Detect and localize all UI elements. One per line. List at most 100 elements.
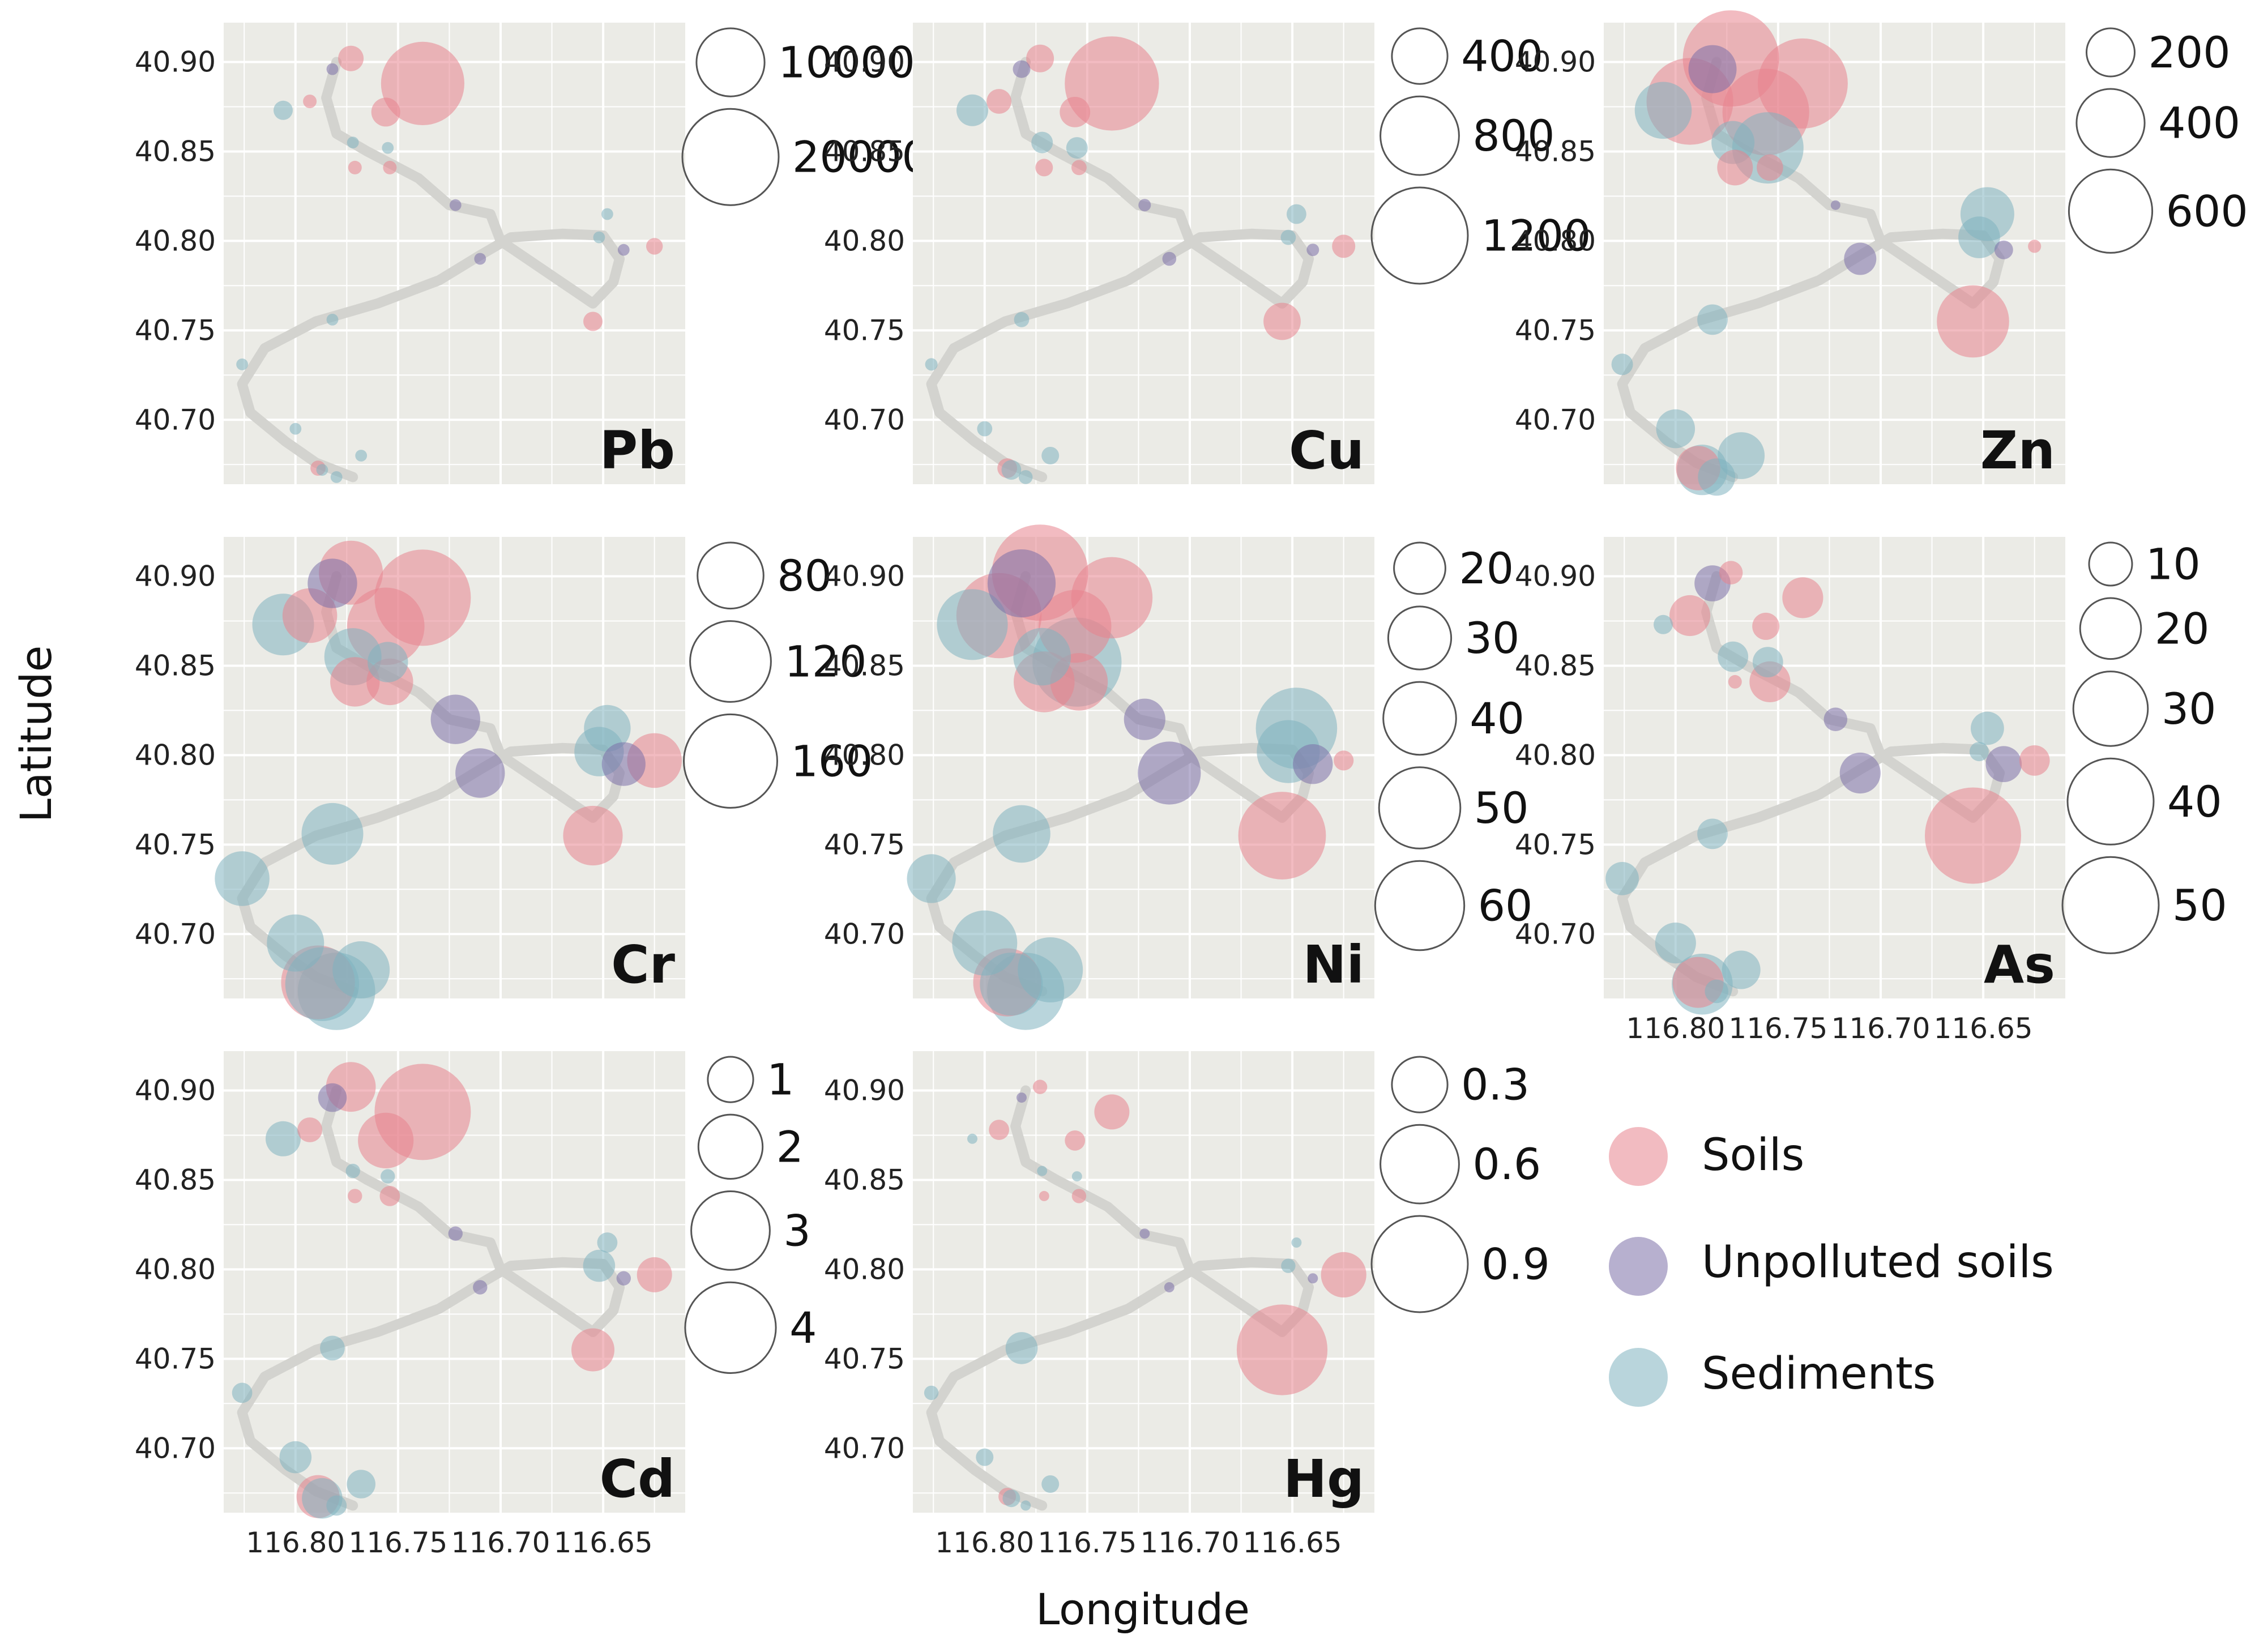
size-legend-cu: 400 800 1200 <box>1370 27 1591 285</box>
bubble-zn <box>1717 150 1753 186</box>
size-legend-label: 800 <box>1472 110 1554 161</box>
bubble-as <box>1654 614 1673 634</box>
size-legend-circle <box>1393 541 1446 595</box>
size-legend-circle <box>1374 860 1466 951</box>
size-legend-label: 80 <box>777 550 832 601</box>
size-legend-cd: 1 2 3 4 <box>684 1055 817 1374</box>
bubble-pb <box>381 41 465 126</box>
bubble-pb <box>316 464 328 476</box>
size-legend-circle <box>697 541 765 610</box>
bubble-as <box>1655 923 1696 964</box>
bubble-pb <box>289 422 302 435</box>
panel-zn: 40.70 40.75 40.80 40.85 40.90 Zn 200 400 600 <box>1515 10 2248 496</box>
bubble-pb <box>274 100 293 120</box>
y-tick-label: 40.70 <box>1515 917 1596 950</box>
bubble-cr <box>601 742 646 786</box>
bubble-zn <box>1697 304 1728 335</box>
legend-label-unpolluted-soils: Unpolluted soils <box>1702 1237 2054 1288</box>
bubble-cd <box>266 1121 301 1156</box>
size-legend-circle <box>2068 168 2154 254</box>
bubble-pb <box>474 253 486 265</box>
size-legend-label: 2 <box>776 1121 804 1172</box>
y-tick-label: 40.85 <box>135 1163 216 1196</box>
y-tick-label: 40.75 <box>824 828 905 861</box>
bubble-cu <box>1138 199 1151 212</box>
y-tick-label: 40.70 <box>135 917 216 950</box>
bubble-cu <box>1060 97 1091 127</box>
size-legend-label: 20 <box>1459 543 1514 594</box>
bubble-cu <box>1026 44 1054 72</box>
element-label: Ni <box>1302 934 1364 995</box>
bubble-cd <box>348 1189 362 1203</box>
bubble-ni <box>1293 744 1333 784</box>
size-legend-label: 30 <box>1465 613 1520 663</box>
y-tick-label: 40.90 <box>135 560 216 592</box>
bubble-cd <box>320 1335 345 1361</box>
bubble-pb <box>347 136 359 148</box>
river-line <box>237 57 625 483</box>
panel-ni: 40.70 40.75 40.80 40.85 40.90 Ni 20 30 40 50 60 <box>824 524 1532 1030</box>
size-legend-circle <box>697 1113 764 1180</box>
bubble-cr <box>563 805 623 866</box>
bubble-ni <box>937 589 1008 660</box>
size-legend-circle <box>683 713 778 809</box>
bubble-as <box>1722 950 1761 989</box>
bubble-pb <box>617 244 630 256</box>
bubble-cr <box>455 748 505 798</box>
y-tick-label: 40.85 <box>1515 135 1596 168</box>
bubble-cd <box>358 1112 414 1168</box>
group-legend: Soils Unpolluted soils Sediments <box>1609 1127 2054 1407</box>
y-axis-title: Latitude <box>11 646 61 823</box>
bubble-pb <box>382 142 394 154</box>
y-tick-label: 40.75 <box>824 314 905 347</box>
bubble-cd <box>571 1328 614 1372</box>
bubble-cu <box>1280 229 1296 245</box>
size-legend-circle <box>2075 88 2146 158</box>
bubble-cd <box>232 1382 253 1403</box>
size-legend-label: 10 <box>2146 539 2201 590</box>
size-legend-pb: 10000 20000 <box>681 27 929 206</box>
size-legend-label: 3 <box>783 1205 810 1256</box>
bubble-zn <box>1830 200 1840 210</box>
y-tick-label: 40.70 <box>824 1432 905 1465</box>
bubble-hg <box>1094 1094 1130 1130</box>
bubble-cd <box>326 1495 347 1516</box>
bubble-cu <box>1162 251 1177 266</box>
bubble-cr <box>308 558 357 608</box>
bubble-cu <box>925 358 938 371</box>
size-legend-circle <box>707 1056 754 1103</box>
bubble-as <box>2019 745 2050 776</box>
y-tick-label: 40.80 <box>824 1253 905 1286</box>
bubble-pb <box>338 45 364 71</box>
x-tick-label: 116.80 <box>935 1526 1034 1559</box>
y-tick-label: 40.75 <box>135 828 216 861</box>
bubble-cd <box>448 1226 463 1241</box>
river-line <box>1617 571 2005 997</box>
bubble-pb <box>348 160 362 174</box>
bubble-zn <box>1698 458 1736 496</box>
bubble-pb <box>383 160 397 174</box>
size-legend-circle <box>2072 671 2149 747</box>
size-legend-label: 0.6 <box>1472 1139 1541 1189</box>
y-tick-label: 40.90 <box>135 1074 216 1107</box>
bubble-cu <box>1306 244 1319 257</box>
bubble-cd <box>381 1169 395 1184</box>
size-legend-circle <box>681 108 780 206</box>
bubble-hg <box>1002 1489 1020 1508</box>
size-legend-label: 120 <box>784 637 866 687</box>
bubble-zn <box>1844 242 1877 275</box>
size-legend-hg: 0.3 0.6 0.9 <box>1370 1056 1550 1313</box>
x-tick-label: 116.75 <box>348 1526 447 1559</box>
y-tick-label: 40.75 <box>135 314 216 347</box>
bubble-cu <box>986 89 1011 114</box>
y-tick-label: 40.70 <box>1515 403 1596 436</box>
bubble-cd <box>318 1083 347 1112</box>
bubble-cr <box>368 642 408 682</box>
size-legend-circle <box>1387 605 1453 671</box>
size-legend-circle <box>1382 681 1457 756</box>
y-tick-label: 40.70 <box>824 403 905 436</box>
y-tick-label: 40.80 <box>1515 739 1596 771</box>
y-tick-label: 40.80 <box>135 1253 216 1286</box>
size-legend-label: 30 <box>2162 684 2216 734</box>
